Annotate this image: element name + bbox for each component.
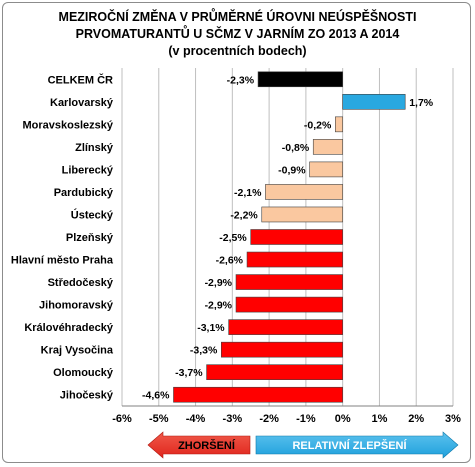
value-label: -2,1% <box>234 187 262 199</box>
bars <box>173 71 406 403</box>
value-label: -0,9% <box>278 164 306 176</box>
worse-label: ZHORŠENÍ <box>178 439 236 452</box>
bar <box>173 386 343 403</box>
category-label: Jihomoravský <box>39 300 114 312</box>
title-line-1: MEZIROČNÍ ZMĚNA V PRŮMĚRNÉ ÚROVNI NEÚSPĚ… <box>58 10 417 24</box>
value-label: 1,7% <box>409 97 434 109</box>
value-label: -3,1% <box>197 322 225 334</box>
x-axis: -6% -5% -4% -3% -2% -1% 0% 1% 2% 3% <box>112 405 461 425</box>
value-label: -3,7% <box>175 367 203 379</box>
bar <box>309 161 343 178</box>
chart-frame <box>2 2 471 463</box>
x-tick-label: -3% <box>223 413 243 425</box>
value-label: -4,6% <box>142 390 170 402</box>
value-label: -2,9% <box>205 300 233 312</box>
value-label: -0,8% <box>282 142 310 154</box>
bar <box>257 71 343 88</box>
category-label: Moravskoslezský <box>23 119 114 131</box>
bar <box>261 206 343 223</box>
category-label: CELKEM ČR <box>48 73 113 86</box>
category-label: Hlavní město Praha <box>11 255 114 267</box>
category-label: Liberecký <box>62 164 114 176</box>
title-line-3: (v procentních bodech) <box>168 44 307 58</box>
category-label: Olomoucký <box>53 367 114 379</box>
value-label: -2,9% <box>205 277 233 289</box>
category-label: Kraj Vysočina <box>41 345 114 357</box>
value-label: -2,3% <box>227 74 255 86</box>
worse-arrow <box>147 431 251 459</box>
legend-arrows: ZHORŠENÍ RELATIVNÍ ZLEPŠENÍ <box>147 431 459 459</box>
x-tick-label: 2% <box>408 413 424 425</box>
bar <box>312 139 343 155</box>
x-tick-label: 0% <box>335 413 351 425</box>
bar <box>235 296 343 313</box>
bar <box>250 229 343 245</box>
better-label: RELATIVNÍ ZLEPŠENÍ <box>292 439 407 452</box>
bar <box>228 319 343 335</box>
bar <box>206 364 343 381</box>
category-label: Karlovarský <box>50 97 114 109</box>
better-arrow <box>255 431 459 459</box>
category-label: Plzeňský <box>66 232 114 244</box>
x-tick-label: 3% <box>445 413 461 425</box>
category-labels: CELKEM ČR Karlovarský Moravskoslezský Zlíns… <box>11 73 114 401</box>
category-label: Pardubický <box>54 187 114 199</box>
value-label: -2,5% <box>219 232 247 244</box>
category-label: Zlínský <box>75 142 114 154</box>
x-tick-label: -4% <box>186 413 206 425</box>
bar <box>235 274 343 290</box>
value-labels: -2,3% 1,7% -0,2% -0,8% -0,9% -2,1% -2,2% -2,5% -… <box>142 74 434 401</box>
title-line-2: PRVOMATURANTŮ U SČMZ V JARNÍM ZO 2013 A … <box>75 27 400 41</box>
category-label: Jihočeský <box>60 390 114 402</box>
category-label: Ústecký <box>71 208 114 221</box>
value-label: -2,2% <box>230 209 258 221</box>
category-label: Královéhradecký <box>24 322 114 334</box>
category-label: Středočeský <box>48 277 114 289</box>
bar <box>221 341 343 358</box>
value-label: -2,6% <box>216 255 244 267</box>
bar <box>246 251 343 268</box>
x-tick-label: 1% <box>371 413 387 425</box>
x-tick-label: -1% <box>296 413 316 425</box>
value-label: -3,3% <box>190 345 218 357</box>
x-tick-label: -2% <box>259 413 279 425</box>
bar <box>342 94 406 110</box>
bar <box>335 116 343 133</box>
chart-title: MEZIROČNÍ ZMĚNA V PRŮMĚRNÉ ÚROVNI NEÚSPĚ… <box>0 9 475 60</box>
bar <box>265 184 343 200</box>
x-tick-label: -5% <box>149 413 169 425</box>
value-label: -0,2% <box>304 119 332 131</box>
x-tick-label: -6% <box>112 413 132 425</box>
